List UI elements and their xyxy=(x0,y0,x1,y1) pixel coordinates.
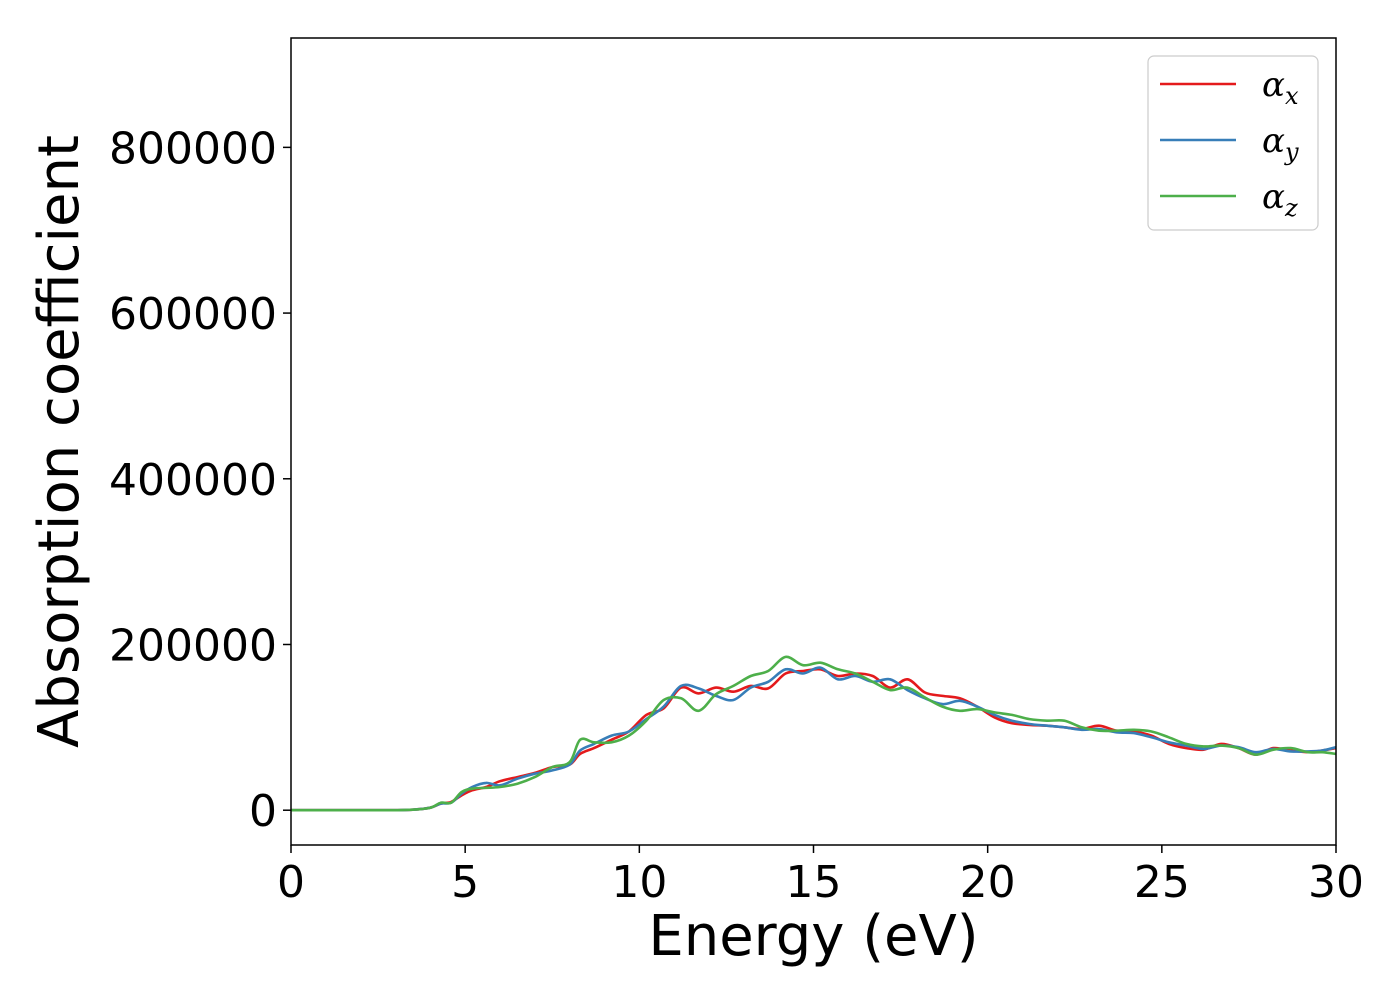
series-line-x xyxy=(291,667,1336,812)
x-axis-label: Energy (eV) xyxy=(648,904,978,969)
y-tick-label: 200000 xyxy=(109,620,277,671)
x-tick-label: 30 xyxy=(1308,857,1364,908)
x-tick-label: 10 xyxy=(611,857,667,908)
series-line-z xyxy=(291,655,1336,812)
x-tick-label: 0 xyxy=(277,857,305,908)
y-axis-label: Absorption coefficient xyxy=(27,135,92,748)
x-tick-label: 20 xyxy=(960,857,1016,908)
legend-box xyxy=(1147,55,1319,231)
series-line-y xyxy=(291,666,1336,812)
series-layer xyxy=(291,655,1336,812)
y-tick-label: 0 xyxy=(249,786,277,837)
x-tick-label: 25 xyxy=(1134,857,1190,908)
ticks-layer: 0 5 10 15 20 25 30 0 200000 400000 600000 800000 xyxy=(109,123,1364,908)
x-tick-label: 5 xyxy=(451,857,479,908)
y-tick-label: 400000 xyxy=(109,455,277,506)
x-tick-label: 15 xyxy=(786,857,842,908)
y-tick-label: 800000 xyxy=(109,123,277,174)
y-tick-label: 600000 xyxy=(109,289,277,340)
